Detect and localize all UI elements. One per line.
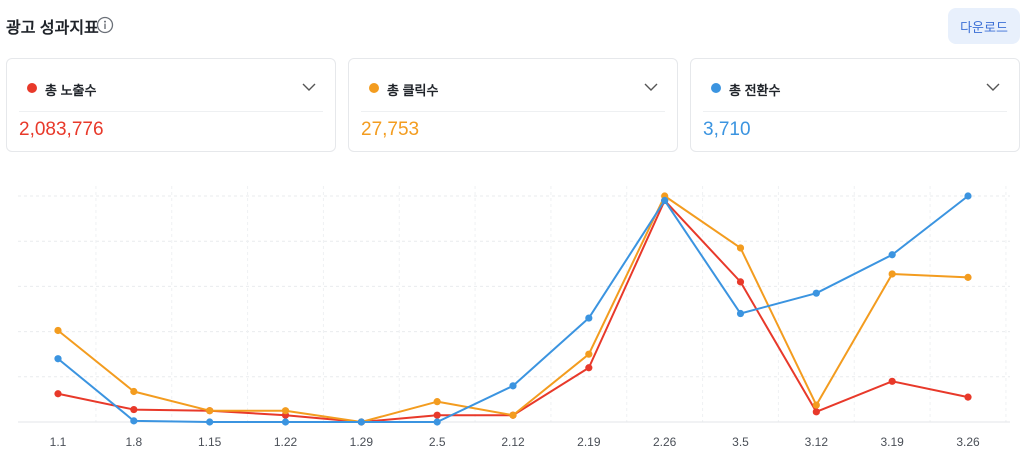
data-point xyxy=(585,350,593,358)
data-point xyxy=(54,326,62,335)
metric-cards: 총 노출수 2,083,776 총 클릭수 27,753 총 전환수 3,710 xyxy=(0,58,1024,156)
x-tick-label: 1.8 xyxy=(125,435,142,449)
data-point xyxy=(509,411,517,419)
data-point xyxy=(736,278,745,286)
data-point xyxy=(509,382,517,390)
data-point xyxy=(130,405,138,414)
chevron-down-icon[interactable] xyxy=(985,79,1001,95)
data-point xyxy=(736,309,745,318)
data-point xyxy=(812,289,820,297)
metric-value: 3,710 xyxy=(703,119,751,140)
data-point xyxy=(812,401,820,409)
x-tick-label: 1.29 xyxy=(350,435,374,449)
chevron-down-icon[interactable] xyxy=(301,79,317,95)
data-point xyxy=(433,411,441,419)
x-tick-label: 2.5 xyxy=(429,435,446,449)
download-button[interactable]: 다운로드 xyxy=(948,8,1020,44)
data-point xyxy=(433,418,441,426)
metric-value: 27,753 xyxy=(361,119,420,140)
data-point xyxy=(206,407,214,415)
chevron-down-icon[interactable] xyxy=(643,79,659,95)
x-tick-label: 3.19 xyxy=(880,435,904,449)
data-point xyxy=(585,364,593,372)
data-point xyxy=(281,407,290,415)
page-title: 광고 성과지표 xyxy=(6,20,99,37)
data-point xyxy=(888,270,896,278)
data-point xyxy=(964,192,972,200)
x-tick-label: 3.26 xyxy=(956,435,980,449)
x-tick-label: 3.5 xyxy=(732,435,749,449)
metric-label: 총 클릭수 xyxy=(387,83,439,98)
data-point xyxy=(585,314,593,322)
header: 광고 성과지표 다운로드 xyxy=(0,0,1024,52)
metric-label: 총 노출수 xyxy=(45,83,97,98)
metric-value: 2,083,776 xyxy=(19,119,104,140)
x-tick-label: 1.1 xyxy=(50,435,67,449)
data-point xyxy=(888,377,896,385)
series-color-dot xyxy=(27,83,37,93)
data-point xyxy=(130,387,138,396)
data-point xyxy=(433,398,441,406)
data-point xyxy=(54,355,62,363)
x-tick-label: 3.12 xyxy=(805,435,829,449)
series-color-dot xyxy=(369,83,379,93)
metric-card-header: 총 전환수 xyxy=(703,71,1007,112)
data-point xyxy=(812,408,820,416)
metric-card-header: 총 노출수 xyxy=(19,71,323,112)
x-tick-label: 1.15 xyxy=(198,435,222,449)
metric-card-impressions[interactable]: 총 노출수 2,083,776 xyxy=(6,58,336,152)
x-tick-label: 1.22 xyxy=(274,435,298,449)
info-icon[interactable] xyxy=(96,16,114,34)
series-color-dot xyxy=(711,83,721,93)
data-point xyxy=(281,418,290,426)
data-point xyxy=(964,273,972,281)
data-point xyxy=(54,390,62,398)
x-tick-label: 2.26 xyxy=(653,435,677,449)
data-point xyxy=(661,196,669,205)
data-point xyxy=(888,251,896,259)
data-point xyxy=(130,417,138,425)
x-tick-label: 2.19 xyxy=(577,435,601,449)
metric-card-conversions[interactable]: 총 전환수 3,710 xyxy=(690,58,1020,152)
metric-label: 총 전환수 xyxy=(729,83,781,98)
x-tick-label: 2.12 xyxy=(501,435,525,449)
data-point xyxy=(736,244,745,252)
data-point xyxy=(357,418,365,426)
line-chart: 1.1 1.8 1.15 1.22 1.29 2.5 2.12 2.19 2.26 3.5 3.12… xyxy=(18,186,1010,449)
data-point xyxy=(206,418,214,426)
metric-card-clicks[interactable]: 총 클릭수 27,753 xyxy=(348,58,678,152)
data-point xyxy=(964,393,972,401)
metric-card-header: 총 클릭수 xyxy=(361,71,665,112)
